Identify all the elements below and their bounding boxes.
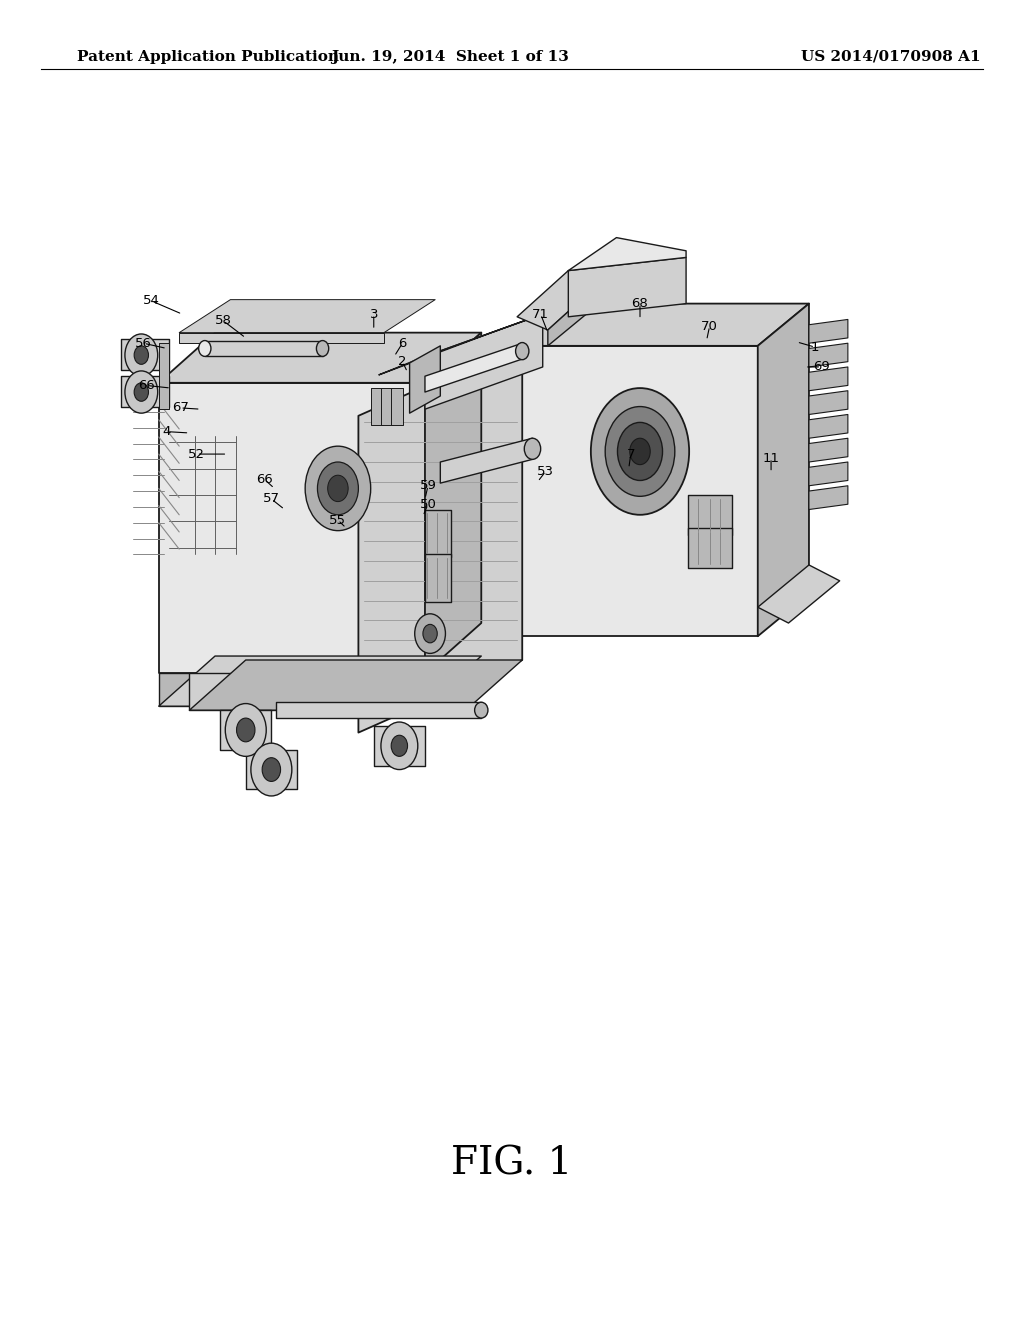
Circle shape	[125, 334, 158, 376]
Polygon shape	[809, 462, 848, 486]
Text: 71: 71	[532, 308, 549, 321]
Polygon shape	[425, 333, 481, 673]
Polygon shape	[548, 284, 599, 346]
Text: 7: 7	[627, 447, 635, 461]
Text: 58: 58	[215, 314, 231, 327]
Text: 67: 67	[172, 401, 188, 414]
Circle shape	[630, 438, 650, 465]
Polygon shape	[220, 710, 271, 750]
Polygon shape	[179, 300, 435, 333]
Text: 69: 69	[813, 360, 829, 374]
Circle shape	[415, 614, 445, 653]
Polygon shape	[688, 495, 732, 535]
Ellipse shape	[474, 702, 487, 718]
Polygon shape	[159, 383, 425, 673]
Polygon shape	[410, 346, 440, 413]
Polygon shape	[809, 438, 848, 462]
Polygon shape	[809, 319, 848, 343]
Polygon shape	[159, 673, 425, 706]
Text: 3: 3	[370, 308, 378, 321]
Circle shape	[237, 718, 255, 742]
Ellipse shape	[524, 438, 541, 459]
Text: 1: 1	[811, 341, 819, 354]
Polygon shape	[440, 438, 532, 483]
Polygon shape	[517, 304, 809, 346]
Circle shape	[391, 735, 408, 756]
Polygon shape	[189, 673, 466, 710]
Polygon shape	[758, 304, 809, 636]
Text: 70: 70	[701, 319, 718, 333]
Polygon shape	[121, 339, 169, 370]
Text: 6: 6	[398, 337, 407, 350]
Text: 50: 50	[420, 498, 436, 511]
Text: Patent Application Publication: Patent Application Publication	[77, 50, 339, 63]
Circle shape	[305, 446, 371, 531]
Text: 55: 55	[330, 513, 346, 527]
Polygon shape	[568, 257, 686, 317]
Text: 56: 56	[135, 337, 152, 350]
Polygon shape	[809, 367, 848, 391]
Text: FIG. 1: FIG. 1	[452, 1146, 572, 1183]
Polygon shape	[379, 314, 543, 375]
Polygon shape	[371, 388, 383, 425]
Circle shape	[423, 624, 437, 643]
Text: 4: 4	[163, 425, 171, 438]
Polygon shape	[425, 510, 451, 557]
Polygon shape	[517, 346, 758, 636]
Polygon shape	[189, 660, 522, 710]
Polygon shape	[179, 333, 384, 343]
Text: 57: 57	[263, 492, 280, 506]
Polygon shape	[374, 726, 425, 766]
Polygon shape	[121, 376, 169, 407]
Polygon shape	[809, 343, 848, 367]
Circle shape	[605, 407, 675, 496]
Circle shape	[125, 371, 158, 413]
Polygon shape	[205, 341, 323, 356]
Text: 11: 11	[763, 451, 779, 465]
Circle shape	[317, 462, 358, 515]
Text: 54: 54	[143, 294, 160, 308]
Polygon shape	[568, 238, 686, 271]
Circle shape	[381, 722, 418, 770]
Polygon shape	[246, 750, 297, 789]
Text: Jun. 19, 2014  Sheet 1 of 13: Jun. 19, 2014 Sheet 1 of 13	[332, 50, 569, 63]
Text: 66: 66	[256, 473, 272, 486]
Text: 66: 66	[138, 379, 155, 392]
Text: 59: 59	[420, 479, 436, 492]
Ellipse shape	[199, 341, 211, 356]
Text: 68: 68	[632, 297, 648, 310]
Polygon shape	[391, 388, 403, 425]
Text: US 2014/0170908 A1: US 2014/0170908 A1	[801, 50, 981, 63]
Polygon shape	[809, 391, 848, 414]
Circle shape	[251, 743, 292, 796]
Ellipse shape	[316, 341, 329, 356]
Circle shape	[262, 758, 281, 781]
Polygon shape	[517, 271, 599, 330]
Polygon shape	[758, 565, 840, 623]
Circle shape	[591, 388, 689, 515]
Polygon shape	[358, 343, 522, 733]
Polygon shape	[425, 554, 451, 602]
Circle shape	[225, 704, 266, 756]
Polygon shape	[425, 314, 543, 409]
Polygon shape	[688, 528, 732, 568]
Circle shape	[328, 475, 348, 502]
Polygon shape	[159, 656, 481, 706]
Polygon shape	[159, 333, 481, 383]
Polygon shape	[809, 486, 848, 510]
Text: 52: 52	[188, 447, 205, 461]
Polygon shape	[276, 702, 481, 718]
Text: 2: 2	[398, 355, 407, 368]
Polygon shape	[425, 343, 522, 392]
Polygon shape	[159, 343, 169, 409]
Circle shape	[617, 422, 663, 480]
Polygon shape	[381, 388, 393, 425]
Ellipse shape	[516, 342, 528, 360]
Polygon shape	[809, 414, 848, 438]
Circle shape	[134, 346, 148, 364]
Text: 53: 53	[538, 465, 554, 478]
Circle shape	[134, 383, 148, 401]
